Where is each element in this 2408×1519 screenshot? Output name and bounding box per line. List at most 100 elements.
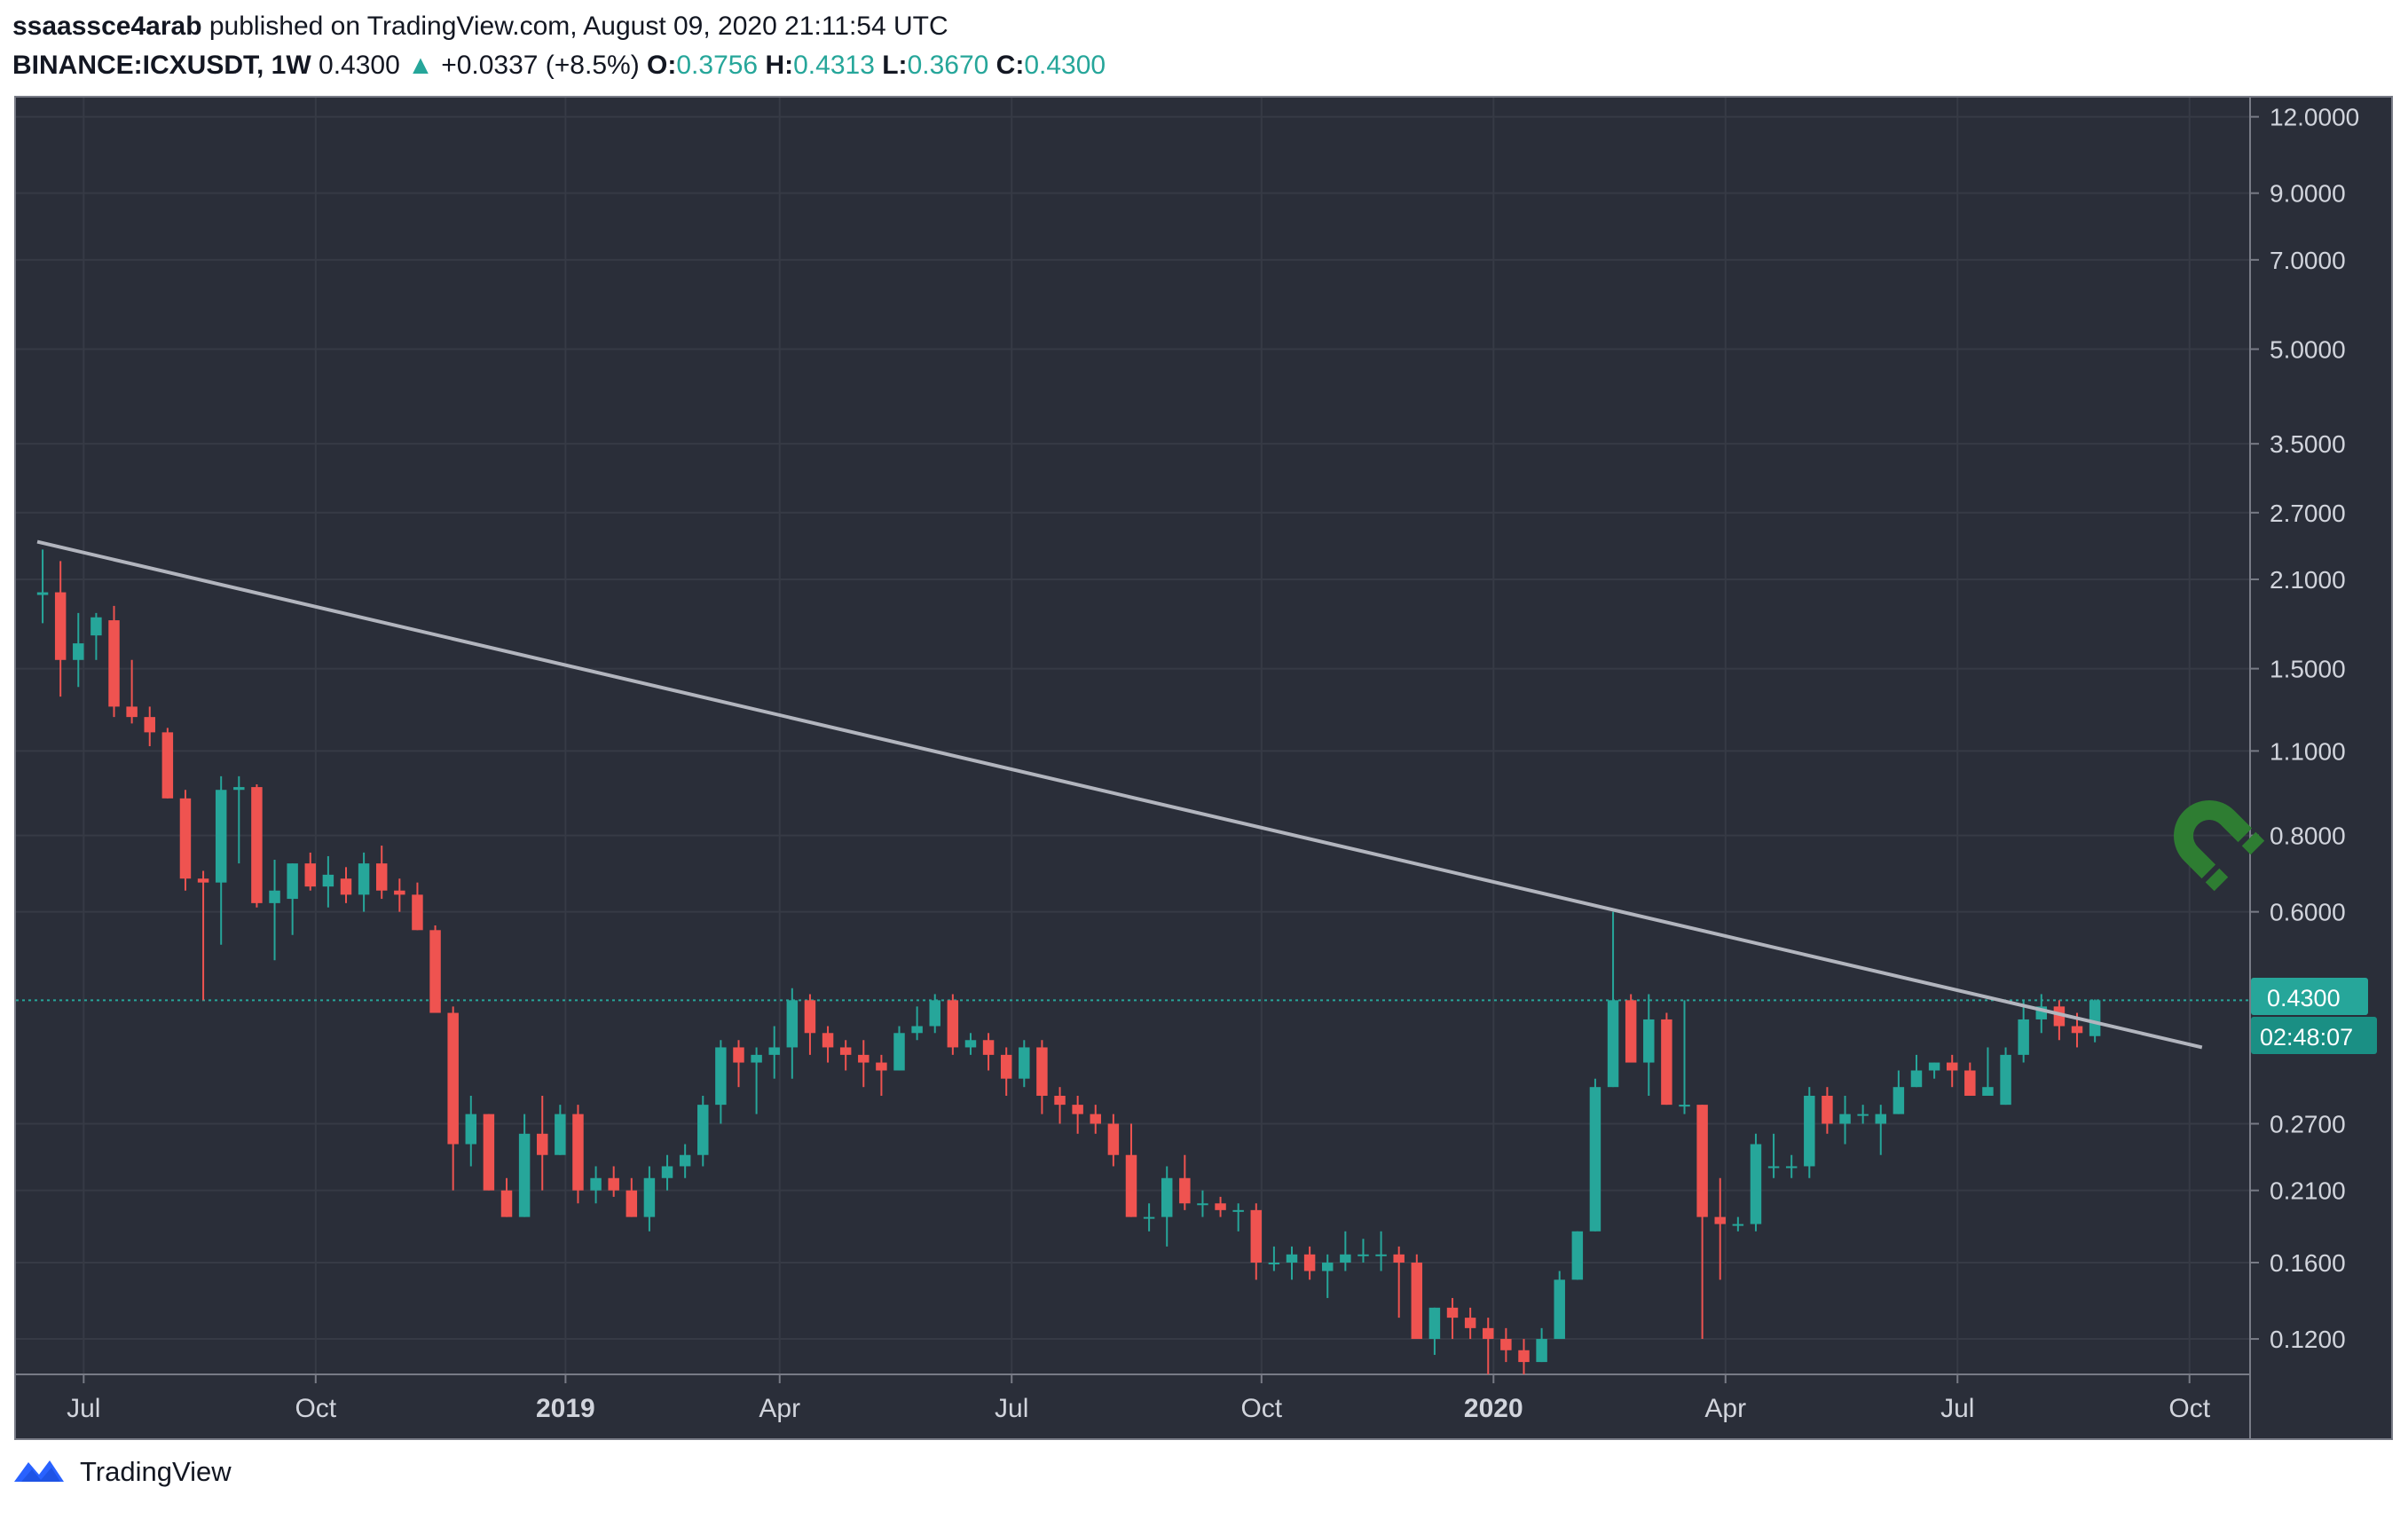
y-tick-label: 2.7000 — [2270, 500, 2346, 527]
y-tick-label: 9.0000 — [2270, 180, 2346, 208]
candle — [518, 1114, 531, 1217]
candle-body — [1286, 1254, 1298, 1263]
candle-body — [483, 1114, 495, 1191]
candle-body — [251, 787, 263, 903]
candle-body — [572, 1114, 584, 1191]
candle-body — [1125, 1154, 1137, 1217]
candle — [412, 882, 423, 931]
candle-body — [733, 1047, 744, 1063]
candle-body — [1393, 1254, 1405, 1263]
candle-body — [1500, 1339, 1512, 1350]
candle — [751, 1047, 762, 1114]
trendline[interactable] — [36, 539, 2203, 1050]
candle — [1357, 1239, 1369, 1263]
candle-body — [1303, 1254, 1316, 1271]
candle — [786, 988, 799, 1079]
candle — [1804, 1087, 1815, 1178]
candle-body — [447, 1012, 459, 1145]
y-tick-label: 3.5000 — [2270, 430, 2346, 458]
published-text: published on TradingView.com, August 09,… — [209, 12, 948, 41]
candle — [608, 1166, 619, 1197]
candle-body — [555, 1114, 566, 1155]
open-value: 0.3756 — [676, 51, 759, 80]
candle-body — [1928, 1062, 1940, 1071]
candle — [1143, 1203, 1155, 1232]
candle-body — [1411, 1263, 1423, 1340]
candle-body — [608, 1177, 619, 1191]
candle-body — [804, 1000, 816, 1034]
candle — [1019, 1040, 1030, 1088]
candle-body — [1464, 1318, 1476, 1328]
candle-body — [36, 592, 49, 595]
candle-body — [1036, 1047, 1048, 1096]
candle — [2018, 1000, 2029, 1063]
candle — [1215, 1196, 1226, 1217]
candle-body — [518, 1133, 531, 1217]
candle — [1893, 1070, 1905, 1114]
candle-body — [1910, 1070, 1923, 1088]
candle — [1446, 1297, 1459, 1340]
tradingview-brand[interactable]: TradingView — [80, 1456, 232, 1487]
candle-body — [1554, 1279, 1565, 1340]
candle-body — [1197, 1203, 1208, 1206]
candle — [483, 1114, 495, 1191]
candle-body — [751, 1054, 762, 1063]
x-tick-label: Oct — [1240, 1394, 1282, 1423]
candle — [287, 863, 298, 935]
x-tick-label: Apr — [759, 1394, 800, 1423]
candle — [1661, 1012, 1672, 1106]
candle — [358, 852, 370, 912]
candle-body — [768, 1047, 780, 1055]
candle-body — [1232, 1209, 1244, 1212]
candle — [1072, 1095, 1083, 1134]
candle — [1839, 1095, 1851, 1145]
candle — [1554, 1271, 1565, 1340]
y-axis-ticks: 12.0000 9.0000 7.0000 5.0000 3.5000 2.7000 2.1… — [2250, 104, 2359, 1353]
candle-body — [1090, 1114, 1101, 1124]
candle — [982, 1033, 995, 1071]
candle — [144, 706, 155, 746]
symbol-label[interactable]: BINANCE:ICXUSDT, 1W — [12, 51, 311, 80]
candle-body — [304, 863, 316, 887]
candle — [733, 1040, 744, 1088]
candle-body — [929, 1000, 940, 1027]
candle — [36, 549, 49, 624]
candle-body — [2053, 1006, 2066, 1027]
author-name[interactable]: ssaassce4arab — [12, 12, 202, 41]
candle-body — [590, 1177, 602, 1191]
candle-body — [537, 1133, 548, 1155]
candle — [679, 1144, 691, 1178]
candle-body — [1857, 1114, 1869, 1116]
candle-body — [54, 592, 67, 660]
candle-body — [715, 1047, 727, 1106]
candle — [73, 612, 84, 688]
candle-body — [161, 732, 174, 799]
candle — [1393, 1246, 1405, 1318]
tradingview-logo-icon[interactable] — [12, 1455, 71, 1489]
high-value: 0.4313 — [793, 51, 875, 80]
candle — [1964, 1062, 1976, 1096]
countdown-label: 02:48:07 — [2260, 1024, 2353, 1051]
candle — [947, 994, 959, 1055]
candle — [447, 1006, 459, 1191]
candle — [572, 1105, 584, 1204]
x-tick-label: 2019 — [536, 1394, 595, 1423]
candle — [304, 852, 316, 891]
candle — [161, 728, 174, 799]
candle — [108, 605, 120, 718]
candle-body — [500, 1190, 513, 1217]
candle-body — [1964, 1070, 1976, 1096]
candle-body — [911, 1026, 923, 1034]
chart-pane[interactable] — [14, 96, 2393, 1440]
candle-body — [1946, 1062, 1958, 1071]
y-tick-label: 2.1000 — [2270, 566, 2346, 594]
open-label: O: — [647, 51, 677, 80]
candle-body — [144, 717, 155, 733]
candle — [251, 783, 263, 908]
candle — [715, 1040, 727, 1124]
candle — [2035, 994, 2048, 1034]
candle — [1125, 1123, 1137, 1217]
candle — [197, 870, 209, 1001]
candle-body — [1322, 1263, 1334, 1271]
